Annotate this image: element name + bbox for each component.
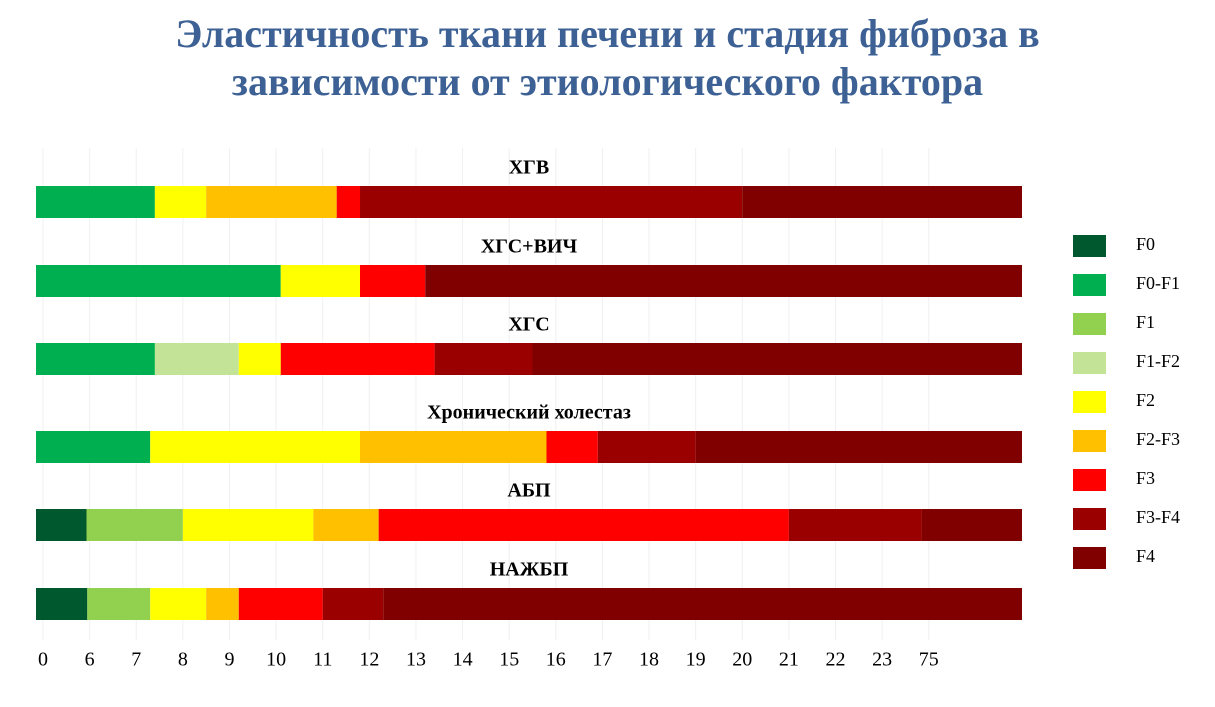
bar-segment [154,186,207,218]
chart-title: Эластичность ткани печени и стадия фибро… [175,11,1040,104]
x-tick-label: 12 [359,649,379,671]
legend-label: F3 [1136,468,1155,488]
legend-swatch [1073,508,1106,530]
bar-segment [36,588,88,620]
bar-segment [532,343,1022,375]
bar-segment [695,431,1022,463]
legend-swatch [1073,313,1106,335]
legend-swatch [1073,235,1106,257]
legend-swatch [1073,391,1106,413]
legend-label: F2 [1136,390,1155,410]
x-tick-label: 11 [313,649,332,671]
bar-segment [360,431,547,463]
x-tick-label: 7 [131,649,141,671]
bar-label: Хронический холестаз [427,402,631,424]
x-tick-label: 22 [826,649,846,671]
bar-segment [378,509,789,541]
x-tick-label: 10 [266,649,286,671]
x-tick-label: 15 [499,649,519,671]
x-tick-label: 14 [453,649,473,671]
bar-segment [36,343,155,375]
bar-segment [788,509,922,541]
bar-segment [87,588,151,620]
bar-segment [86,509,183,541]
x-tick-label: 13 [406,649,426,671]
legend-label: F4 [1136,546,1155,566]
bar-segment [336,186,361,218]
x-tick-label: 21 [779,649,799,671]
x-tick-label: 9 [224,649,234,671]
bar-segment [36,509,87,541]
bar-segment [206,186,337,218]
legend-swatch [1073,352,1106,374]
bar-segment [322,588,384,620]
x-tick-label: 23 [872,649,892,671]
x-tick-label: 18 [639,649,659,671]
bar-segment [360,265,426,297]
bar-label: АБП [507,480,551,502]
x-tick-label: 0 [38,649,48,671]
bar-segment [150,431,361,463]
bar-label: НАЖБП [490,559,569,581]
bar-segment [238,588,323,620]
x-tick-label: 8 [178,649,188,671]
bar-segment [546,431,598,463]
bar-segment [742,186,1022,218]
legend-label: F3-F4 [1136,507,1180,527]
x-tick-label: 20 [732,649,752,671]
bar-segment [280,343,435,375]
bar-segment [921,509,1022,541]
legend-label: F0 [1136,234,1155,254]
legend-label: F0-F1 [1136,273,1180,293]
bar-segment [238,343,281,375]
bar-segment [150,588,207,620]
bar-segment [206,588,239,620]
bar-segment [36,186,155,218]
legend-label: F2-F3 [1136,429,1180,449]
bar-label: ХГС+ВИЧ [481,236,578,258]
bar-segment [313,509,379,541]
bar-segment [360,186,743,218]
x-tick-label: 6 [85,649,95,671]
bar-segment [36,265,281,297]
x-tick-label: 75 [919,649,939,671]
bar-segment [36,431,151,463]
bar-segment [597,431,696,463]
x-tick-label: 19 [686,649,706,671]
bar-segment [434,343,533,375]
legend-label: F1 [1136,312,1155,332]
bar-segment [383,588,1022,620]
bar-segment [154,343,239,375]
x-tick-label: 16 [546,649,566,671]
bar-segment [280,265,361,297]
legend-label: F1-F2 [1136,351,1180,371]
bar-label: ХГВ [509,157,550,179]
bar-segment [182,509,314,541]
legend-swatch [1073,430,1106,452]
bar-label: ХГС [508,314,549,336]
legend-swatch [1073,547,1106,569]
x-tick-label: 17 [592,649,612,671]
bar-segment [425,265,1022,297]
legend-swatch [1073,469,1106,491]
legend-swatch [1073,274,1106,296]
